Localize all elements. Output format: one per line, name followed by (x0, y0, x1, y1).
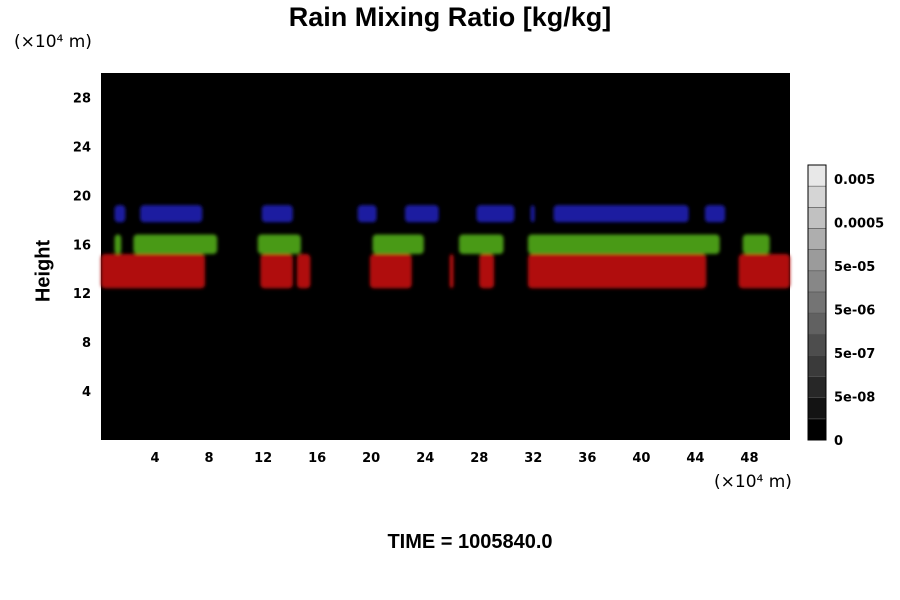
rain-layer-3-segment-1 (101, 254, 206, 289)
rain-layer-2-segment-5 (459, 234, 504, 255)
rain-layer-2-segment-7 (742, 234, 770, 255)
colorbar-label: 0.005 (834, 173, 875, 188)
rain-layer-2-segment-2 (133, 234, 218, 255)
colorbar-label: 0.0005 (834, 217, 884, 232)
x-tick-label: 12 (254, 451, 272, 466)
colorbar-level (807, 333, 827, 356)
colorbar: 0.005 0.0005 5e-05 5e-06 5e-07 5e-08 0 (807, 164, 884, 449)
y-tick-label: 4 (82, 385, 91, 400)
rain-layer-1-segment-1 (114, 205, 126, 223)
colorbar-level (807, 418, 827, 441)
rain-layer-1-segment-4 (357, 205, 377, 223)
x-tick-label: 32 (524, 451, 542, 466)
rain-layer-3-segment-5 (449, 254, 454, 289)
y-tick-label: 20 (73, 189, 91, 204)
x-tick-label: 48 (740, 451, 758, 466)
x-tick-labels: 4 8 12 16 20 24 28 32 36 40 44 48 (151, 451, 759, 466)
y-axis-unit: (×10⁴ m) (14, 32, 92, 52)
y-tick-label: 8 (82, 336, 91, 351)
y-tick-label: 16 (73, 238, 91, 253)
rain-layer-3-segment-4 (369, 254, 412, 289)
rain-layer-3-segment-7 (527, 254, 707, 289)
x-tick-label: 40 (632, 451, 650, 466)
rain-layer-1-segment-5 (404, 205, 439, 223)
rain-field (101, 205, 790, 289)
colorbar-level (807, 312, 827, 335)
y-tick-labels: 4 8 12 16 20 24 28 (73, 91, 91, 400)
colorbar-level (807, 376, 827, 398)
colorbar-level (807, 249, 827, 272)
rain-layer-2-segment-4 (372, 234, 424, 255)
rain-layer-2-segment-1 (114, 234, 122, 255)
rain-layer-2-segment-3 (257, 234, 301, 255)
colorbar-label: 5e-07 (834, 347, 875, 362)
rain-layer-3-segment-3 (296, 254, 311, 289)
colorbar-level (807, 207, 827, 229)
colorbar-level (807, 355, 827, 377)
colorbar-level (807, 291, 827, 314)
y-tick-label: 24 (73, 140, 91, 155)
chart-title: Rain Mixing Ratio [kg/kg] (288, 2, 612, 32)
colorbar-level (807, 397, 827, 420)
x-tick-label: 44 (686, 451, 704, 466)
colorbar-level (807, 185, 827, 208)
colorbar-level (807, 228, 827, 250)
x-tick-label: 4 (151, 451, 160, 466)
y-tick-label: 28 (73, 91, 91, 106)
rain-layer-1-segment-8 (553, 205, 689, 223)
x-tick-label: 20 (362, 451, 380, 466)
rain-layer-2-segment-6 (527, 234, 720, 255)
rain-layer-1-segment-2 (140, 205, 203, 223)
colorbar-label: 5e-05 (834, 260, 875, 275)
colorbar-level (807, 164, 827, 187)
colorbar-label: 0 (834, 434, 843, 449)
x-tick-label: 16 (308, 451, 326, 466)
colorbar-label: 5e-08 (834, 391, 875, 406)
time-readout: TIME = 1005840.0 (387, 531, 553, 553)
rain-layer-3-segment-6 (479, 254, 495, 289)
x-tick-label: 28 (470, 451, 488, 466)
x-tick-label: 24 (416, 451, 434, 466)
rain-layer-1-segment-9 (704, 205, 726, 223)
x-tick-label: 8 (205, 451, 214, 466)
rain-layer-1-segment-7 (530, 205, 535, 223)
y-tick-label: 12 (73, 287, 91, 302)
colorbar-level (807, 270, 827, 293)
x-axis-unit: (×10⁴ m) (714, 472, 792, 492)
rain-layer-3-segment-2 (260, 254, 293, 289)
x-tick-label: 36 (578, 451, 596, 466)
rain-layer-1-segment-6 (476, 205, 515, 223)
rain-layer-3-segment-8 (738, 254, 790, 289)
rain-layer-1-segment-3 (261, 205, 293, 223)
colorbar-frame (807, 164, 827, 441)
colorbar-label: 5e-06 (834, 304, 875, 319)
